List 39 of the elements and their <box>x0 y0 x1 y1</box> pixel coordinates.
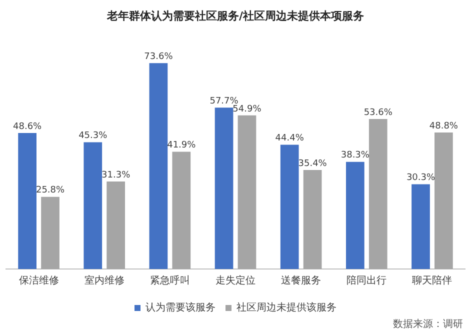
data-label: 48.6% <box>13 122 42 132</box>
bar <box>106 181 126 269</box>
x-tick-label: 送餐服务 <box>281 274 322 287</box>
legend-label: 社区周边未提供该服务 <box>236 302 336 314</box>
x-tick-label: 走失定位 <box>216 274 256 287</box>
bar <box>346 162 364 269</box>
data-label: 57.7% <box>210 96 239 106</box>
data-label: 48.8% <box>429 121 458 132</box>
bar <box>214 108 234 269</box>
bar <box>149 63 168 269</box>
bar <box>18 133 36 269</box>
bar <box>172 152 191 269</box>
x-tick-label: 紧急呼叫 <box>150 274 190 287</box>
source-note: 数据来源：调研 <box>393 318 463 331</box>
legend-label: 认为需要该服务 <box>146 302 216 314</box>
data-label: 25.8% <box>36 186 66 196</box>
data-label: 38.3% <box>340 150 370 161</box>
data-label: 41.9% <box>167 140 196 151</box>
bar <box>303 170 322 269</box>
data-label: 31.3% <box>102 170 131 180</box>
data-label: 44.4% <box>275 134 304 144</box>
bar <box>412 184 430 269</box>
bar <box>368 119 388 269</box>
x-tick-label: 聊天陪伴 <box>412 274 452 287</box>
data-label: 35.4% <box>298 158 328 169</box>
bar <box>41 196 60 269</box>
x-tick-label: 室内维修 <box>84 274 124 287</box>
bar <box>434 132 453 269</box>
data-label: 30.3% <box>406 173 436 184</box>
data-label: 45.3% <box>78 131 108 142</box>
bar <box>84 142 102 269</box>
bar <box>280 144 299 269</box>
x-tick-label: 陪同出行 <box>346 274 387 287</box>
chart-title: 老年群体认为需要社区服务/社区周边未提供本项服务 <box>106 9 364 22</box>
data-label: 73.6% <box>144 52 174 62</box>
x-tick-label: 保洁维修 <box>18 274 59 287</box>
bar <box>238 115 256 269</box>
data-label: 54.9% <box>232 104 262 114</box>
data-label: 53.6% <box>364 108 393 118</box>
